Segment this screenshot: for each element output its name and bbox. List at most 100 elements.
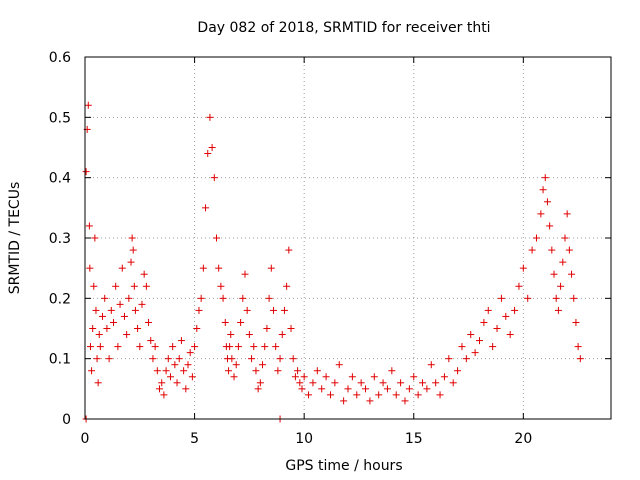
data-point	[228, 355, 236, 363]
data-point	[570, 294, 578, 302]
data-point	[357, 379, 365, 387]
x-tick-labels: 0 5 10 15 20	[81, 431, 533, 447]
data-point	[476, 337, 483, 345]
data-point	[208, 144, 216, 151]
data-point	[375, 391, 383, 399]
data-point	[256, 379, 264, 387]
data-points	[82, 101, 584, 423]
data-point	[263, 325, 271, 332]
data-point	[296, 379, 304, 387]
data-point	[210, 174, 218, 182]
data-point	[272, 343, 280, 351]
data-point	[565, 246, 573, 254]
x-tick-label: 20	[514, 431, 532, 447]
x-tick-label: 5	[190, 431, 199, 447]
data-point	[543, 198, 551, 206]
y-tick-label: 0.2	[49, 291, 71, 307]
data-point	[175, 355, 183, 363]
data-point	[156, 385, 164, 393]
data-point	[197, 294, 205, 302]
data-point	[142, 282, 150, 290]
data-point	[550, 270, 558, 278]
data-point	[276, 355, 284, 363]
data-point	[230, 373, 238, 381]
data-point	[118, 264, 126, 272]
data-point	[217, 282, 225, 290]
data-point	[261, 343, 269, 351]
data-point	[131, 306, 139, 314]
data-point	[471, 349, 479, 357]
data-point	[259, 361, 267, 369]
y-axis-label: SRMTID / TECUs	[7, 182, 23, 295]
data-point	[149, 355, 157, 363]
data-point	[116, 300, 124, 308]
data-point	[524, 294, 532, 302]
data-point	[86, 264, 94, 272]
data-point	[173, 379, 181, 387]
x-tick-label: 0	[81, 431, 90, 447]
data-point	[576, 355, 584, 363]
y-tick-labels: 0 0.1 0.2 0.3 0.4 0.5 0.6	[49, 50, 71, 428]
data-point	[410, 373, 418, 381]
data-point	[162, 367, 170, 375]
data-point	[215, 264, 223, 272]
data-point	[191, 343, 199, 351]
data-point	[370, 373, 378, 381]
data-point	[136, 343, 144, 351]
data-point	[401, 397, 409, 405]
data-point	[568, 270, 576, 278]
data-point	[305, 391, 313, 399]
data-point	[147, 337, 155, 345]
data-point	[88, 367, 96, 375]
data-point	[125, 294, 133, 302]
data-point	[254, 385, 262, 393]
data-point	[234, 343, 242, 351]
data-point	[226, 343, 234, 351]
data-point	[502, 312, 510, 320]
data-point	[405, 385, 413, 393]
x-tick-label: 15	[405, 431, 423, 447]
data-point	[85, 222, 93, 230]
data-point	[123, 331, 131, 339]
x-axis-label: GPS time / hours	[285, 458, 402, 474]
data-point	[340, 397, 348, 405]
data-point	[180, 367, 188, 375]
data-point	[213, 234, 220, 242]
x-tick-label: 10	[295, 431, 313, 447]
chart-title: Day 082 of 2018, SRMTID for receiver tht…	[197, 20, 490, 36]
data-point	[348, 373, 356, 381]
data-point	[559, 258, 567, 266]
data-point	[539, 186, 547, 194]
data-point	[528, 246, 536, 254]
data-point	[572, 318, 580, 326]
data-point	[237, 318, 245, 326]
data-point	[313, 367, 321, 375]
data-point	[414, 391, 422, 399]
data-point	[294, 367, 302, 375]
data-point	[248, 355, 256, 363]
data-point	[449, 379, 457, 387]
data-point	[89, 325, 97, 332]
data-point	[285, 246, 293, 254]
data-point	[274, 367, 282, 375]
data-point	[489, 343, 497, 351]
data-point	[101, 294, 109, 302]
data-point	[188, 373, 196, 381]
y-tick-label: 0.4	[49, 171, 71, 187]
data-point	[250, 343, 258, 351]
data-point	[99, 312, 107, 320]
data-point	[289, 355, 297, 363]
data-point	[397, 379, 405, 387]
grid	[85, 57, 611, 419]
data-point	[419, 379, 427, 387]
data-point	[287, 325, 295, 332]
data-point	[269, 306, 277, 314]
data-point	[497, 294, 505, 302]
data-point	[537, 210, 545, 218]
data-point	[278, 331, 286, 339]
data-point	[245, 331, 253, 339]
data-point	[91, 234, 99, 242]
data-point	[127, 258, 135, 266]
data-point	[506, 331, 514, 339]
